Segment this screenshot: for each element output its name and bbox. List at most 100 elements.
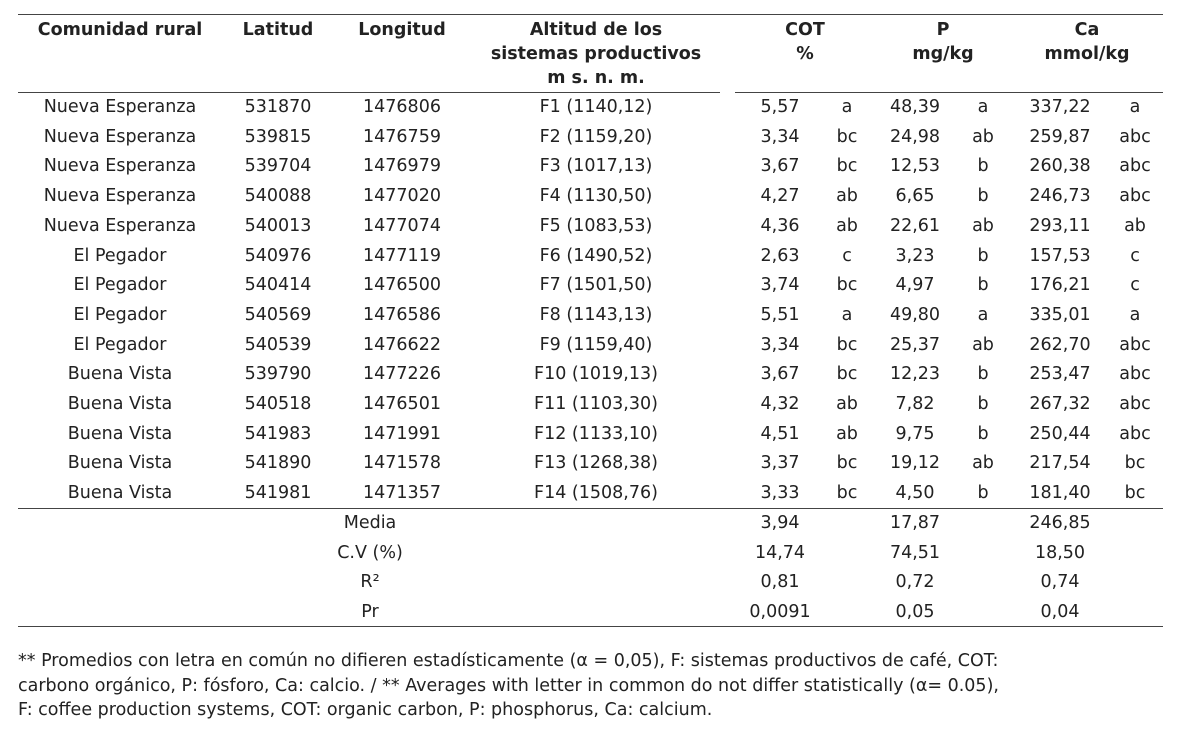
summary-cell: 0,74	[1040, 572, 1080, 593]
header-cell: Longitud	[358, 20, 446, 40]
table-cell: 3,34	[760, 126, 800, 147]
table-cell: 1471578	[363, 453, 441, 474]
table-cell: Buena Vista	[67, 453, 173, 474]
table-cell: abc	[1119, 334, 1151, 355]
header-cell: mg/kg	[912, 44, 974, 64]
table-cell: El Pegador	[73, 275, 167, 296]
table-cell: abc	[1119, 186, 1151, 207]
table-cell: 262,70	[1029, 334, 1091, 355]
summary-cell: 246,85	[1029, 513, 1091, 533]
table-cell: ab	[972, 126, 994, 147]
summary-cell: Pr	[361, 602, 379, 623]
table-cell: 4,51	[760, 423, 800, 444]
table-cell: 4,97	[895, 275, 935, 296]
table-cell: a	[841, 304, 853, 325]
table-cell: F2 (1159,20)	[539, 126, 653, 147]
table-cell: 541981	[244, 483, 312, 504]
header-cell: sistemas productivos	[490, 44, 702, 64]
table-cell: F5 (1083,53)	[539, 215, 653, 236]
table-cell: b	[977, 483, 989, 504]
table-cell: 25,37	[889, 334, 941, 355]
table-cell: 293,11	[1029, 215, 1091, 236]
table-cell: abc	[1119, 423, 1151, 444]
table-cell: 267,32	[1029, 394, 1091, 414]
summary-cell: 0,72	[895, 572, 935, 593]
table-cell: 540414	[244, 275, 312, 296]
table-cell: 541890	[244, 453, 312, 474]
table-cell: Nueva Esperanza	[43, 186, 197, 207]
table-cell: 48,39	[889, 97, 941, 117]
header-rule	[18, 92, 720, 93]
table-cell: a	[1129, 304, 1141, 325]
table-cell: a	[1129, 97, 1141, 117]
header-cell: %	[796, 44, 814, 64]
table-cell: El Pegador	[73, 245, 167, 266]
table-cell: abc	[1119, 156, 1151, 177]
table-cell: ab	[1124, 215, 1146, 236]
table-cell: ab	[972, 215, 994, 236]
summary-cell: 3,94	[760, 513, 800, 533]
table-cell: abc	[1119, 394, 1151, 414]
table-cell: Buena Vista	[67, 364, 173, 385]
table-cell: 250,44	[1029, 423, 1091, 444]
table-cell: 49,80	[889, 304, 941, 325]
table-cell: bc	[836, 156, 858, 177]
table-cell: b	[977, 423, 989, 444]
table-cell: 181,40	[1029, 483, 1091, 504]
table-cell: F13 (1268,38)	[534, 453, 658, 474]
table-cell: 3,74	[760, 275, 800, 296]
table-cell: Buena Vista	[67, 394, 173, 414]
table-cell: b	[977, 186, 989, 207]
table-cell: b	[977, 156, 989, 177]
table-cell: 12,23	[889, 364, 941, 385]
table-cell: 540539	[244, 334, 312, 355]
summary-cell: 74,51	[889, 542, 941, 563]
table-cell: 1476759	[363, 126, 441, 147]
table-cell: Buena Vista	[67, 483, 173, 504]
table-cell: ab	[836, 423, 858, 444]
table-cell: ab	[836, 186, 858, 207]
header-cell: COT	[785, 20, 825, 40]
table-cell: 1477119	[363, 245, 441, 266]
footnote-line: carbono orgánico, P: fósforo, Ca: calcio…	[18, 675, 999, 696]
table-cell: F3 (1017,13)	[539, 156, 653, 177]
table-cell: bc	[1124, 483, 1146, 504]
header-cell: Comunidad rural	[37, 20, 203, 40]
table-cell: bc	[836, 126, 858, 147]
table-cell: 259,87	[1029, 126, 1091, 147]
table-cell: 3,67	[760, 364, 800, 385]
table-cell: bc	[836, 453, 858, 474]
table-cell: 541983	[244, 423, 312, 444]
table-cell: 1476500	[363, 275, 441, 296]
table-cell: c	[842, 245, 852, 266]
table-cell: ab	[836, 215, 858, 236]
table-cell: abc	[1119, 126, 1151, 147]
header-cell: m s. n. m.	[547, 68, 645, 88]
table-cell: 4,50	[895, 483, 935, 504]
table-cell: bc	[836, 483, 858, 504]
table-cell: F6 (1490,52)	[539, 245, 653, 266]
table-cell: a	[841, 97, 853, 117]
table-cell: 1476501	[363, 394, 441, 414]
table-cell: 1476622	[363, 334, 441, 355]
table-cell: 539704	[244, 156, 312, 177]
table-cell: Buena Vista	[67, 423, 173, 444]
table-cell: ab	[836, 394, 858, 414]
summary-cell: 0,04	[1040, 602, 1080, 623]
table-cell: 4,36	[760, 215, 800, 236]
table-cell: 12,53	[889, 156, 941, 177]
table-cell: 5,57	[760, 97, 800, 117]
table-cell: b	[977, 364, 989, 385]
top-rule	[18, 14, 1163, 15]
table-cell: bc	[836, 364, 858, 385]
table-cell: c	[1130, 245, 1140, 266]
summary-cell: Media	[343, 513, 397, 533]
table-cell: 1476586	[363, 304, 441, 325]
table-cell: F7 (1501,50)	[539, 275, 653, 296]
table-cell: 335,01	[1029, 304, 1091, 325]
header-cell: Ca	[1074, 20, 1100, 40]
header-cell: Altitud de los	[529, 20, 663, 40]
table-cell: 337,22	[1029, 97, 1091, 117]
bottom-rule	[18, 626, 1163, 627]
table-cell: 540088	[244, 186, 312, 207]
